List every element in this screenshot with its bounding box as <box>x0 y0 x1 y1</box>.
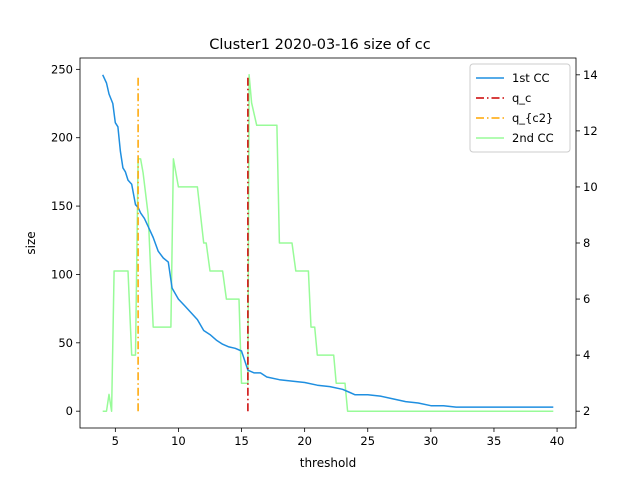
y-tick-label: 100 <box>51 267 73 281</box>
y2-tick-label: 2 <box>583 404 590 418</box>
legend-label: q_c <box>512 91 531 105</box>
x-tick-label: 15 <box>234 434 249 448</box>
x-axis: 5 10 15 20 25 30 35 40 <box>112 428 565 448</box>
y-tick-label: 200 <box>51 131 73 145</box>
x-tick-label: 20 <box>297 434 312 448</box>
chart-title: Cluster1 2020-03-16 size of cc <box>209 37 430 53</box>
x-tick-label: 5 <box>112 434 119 448</box>
y-tick-label: 0 <box>66 404 73 418</box>
x-tick-label: 10 <box>171 434 186 448</box>
y2-tick-label: 10 <box>583 180 598 194</box>
y-axis-left: 0 50 100 150 200 250 <box>51 62 80 418</box>
y-tick-label: 250 <box>51 62 73 76</box>
y-axis-right: 2 4 6 8 10 12 14 <box>576 68 598 418</box>
x-tick-label: 40 <box>550 434 565 448</box>
x-tick-label: 30 <box>424 434 439 448</box>
series-layer <box>102 74 554 412</box>
x-tick-label: 25 <box>360 434 375 448</box>
series-line-1st-cc <box>102 74 554 408</box>
x-tick-label: 35 <box>487 434 502 448</box>
y-axis-label: size <box>24 231 38 254</box>
y2-tick-label: 14 <box>583 68 598 82</box>
legend: 1st CC q_c q_{c2} 2nd CC <box>469 63 571 153</box>
y-tick-label: 150 <box>51 199 73 213</box>
series-line-2nd-cc <box>102 74 554 412</box>
legend-label: 1st CC <box>512 71 550 85</box>
y-tick-label: 50 <box>58 336 73 350</box>
x-axis-label: threshold <box>300 456 357 470</box>
legend-label: 2nd CC <box>512 131 554 145</box>
y2-tick-label: 12 <box>583 124 598 138</box>
legend-box <box>469 63 571 153</box>
y2-tick-label: 8 <box>583 236 590 250</box>
y2-tick-label: 4 <box>583 348 590 362</box>
y2-tick-label: 6 <box>583 292 590 306</box>
legend-label: q_{c2} <box>512 111 553 125</box>
